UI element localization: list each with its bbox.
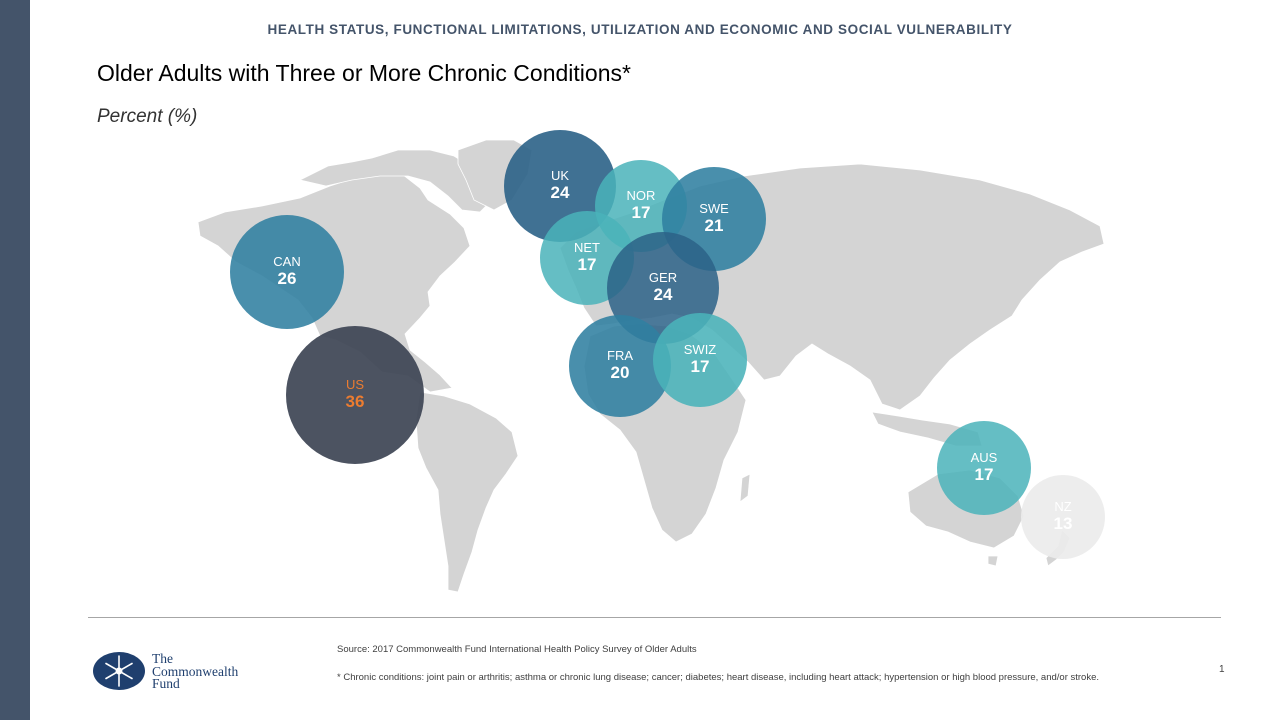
bubble-us (286, 326, 424, 464)
bubble-label-uk: UK (551, 168, 569, 183)
bubble-value-can: 26 (278, 269, 297, 288)
tasmania-landmass (987, 555, 999, 567)
bubble-label-can: CAN (273, 254, 300, 269)
bubble-label-us: US (346, 377, 364, 392)
bubble-label-net: NET (574, 240, 600, 255)
bubble-value-nor: 17 (632, 203, 651, 222)
slide-title: Older Adults with Three or More Chronic … (97, 60, 631, 86)
bubble-nz (1021, 475, 1105, 559)
bubble-value-us: 36 (346, 392, 365, 411)
bubble-label-swe: SWE (699, 201, 729, 216)
bubble-label-aus: AUS (971, 450, 998, 465)
bubble-value-aus: 17 (975, 465, 994, 484)
source-note: Source: 2017 Commonwealth Fund Internati… (337, 644, 697, 655)
bubble-value-net: 17 (578, 255, 597, 274)
side-accent-bar (0, 0, 30, 720)
bubble-value-ger: 24 (654, 285, 673, 304)
bubble-label-swiz: SWIZ (684, 342, 717, 357)
bubble-swiz (653, 313, 747, 407)
bubble-value-swe: 21 (705, 216, 724, 235)
logo-line-2: Commonwealth (152, 663, 239, 679)
bubble-aus (937, 421, 1031, 515)
madagascar-landmass (739, 473, 751, 503)
logo-line-1: The (152, 651, 173, 666)
slide-subtitle: Percent (%) (97, 106, 198, 127)
bubble-value-nz: 13 (1054, 514, 1073, 533)
footnote: * Chronic conditions: joint pain or arth… (337, 672, 1100, 683)
page-number: 1 (1219, 664, 1225, 675)
bubble-value-fra: 20 (611, 363, 630, 382)
logo-wordmark: The Commonwealth Fund (152, 651, 239, 691)
footer-divider (88, 617, 1221, 618)
commonwealth-fund-logo: The Commonwealth Fund (92, 651, 292, 691)
bubble-label-nor: NOR (627, 188, 656, 203)
bubble-value-uk: 24 (551, 183, 570, 202)
snowflake-logo-icon (93, 652, 145, 690)
bubble-label-ger: GER (649, 270, 677, 285)
bubble-label-fra: FRA (607, 348, 633, 363)
south-america-landmass (415, 391, 519, 593)
section-heading: HEALTH STATUS, FUNCTIONAL LIMITATIONS, U… (267, 22, 1013, 37)
bubble-fra (569, 315, 671, 417)
bubble-can (230, 215, 344, 329)
bubble-label-nz: NZ (1054, 499, 1071, 514)
logo-line-3: Fund (152, 676, 180, 691)
bubble-value-swiz: 17 (691, 357, 710, 376)
